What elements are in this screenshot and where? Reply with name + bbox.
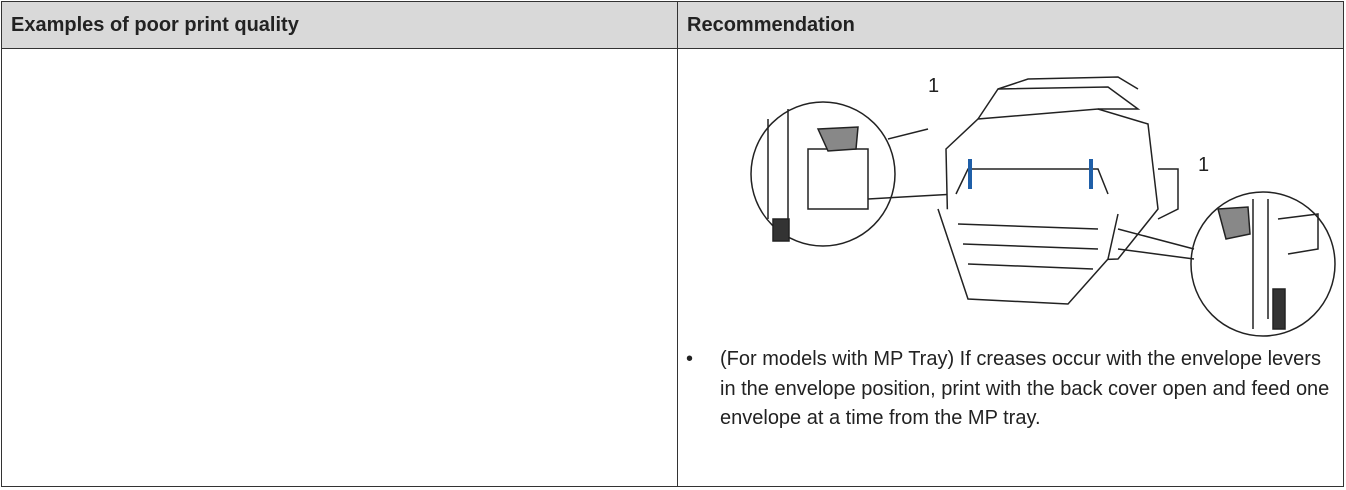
callouts: 1 1: [928, 75, 1209, 176]
callout-label: 1: [928, 75, 939, 97]
bullet-item: • (For models with MP Tray) If creases o…: [678, 339, 1343, 434]
recommendation-cell: 1 1 • (For models with MP Tray) If creas…: [677, 48, 1344, 487]
bullet-dot: •: [686, 348, 694, 370]
illustration: 1 1: [678, 49, 1343, 339]
printer-illustration: [750, 76, 1336, 337]
column-header: Recommendation: [677, 1, 1344, 49]
callout-label: 1: [1198, 154, 1209, 176]
bullet-text: (For models with MP Tray) If creases occ…: [720, 348, 1330, 429]
empty-cell: [1, 48, 678, 487]
column-header: Examples of poor print quality: [1, 1, 678, 49]
